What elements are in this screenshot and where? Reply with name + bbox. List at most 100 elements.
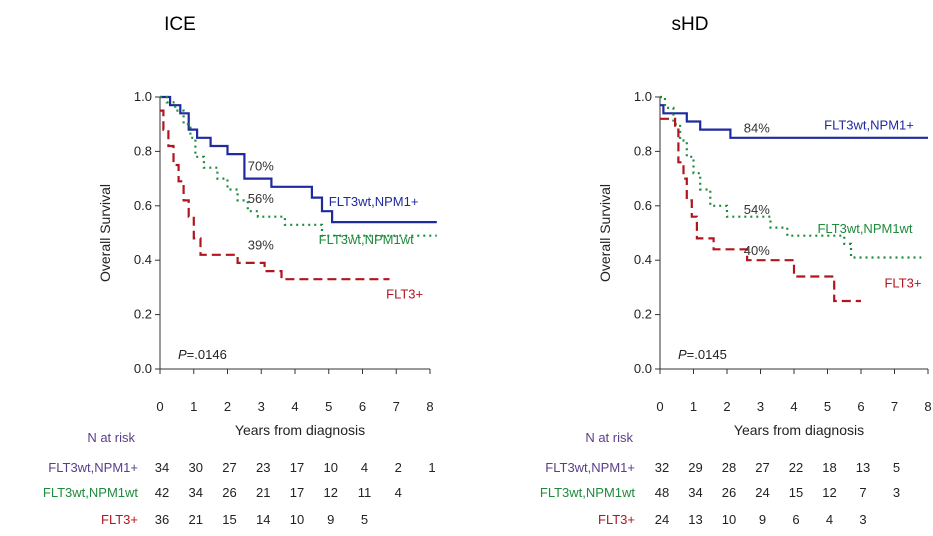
risk-table-heading: N at risk [87, 430, 135, 445]
y-tick-label: 0.2 [634, 307, 652, 322]
y-tick-label: 0.8 [134, 143, 152, 158]
x-tick-label: 5 [325, 399, 332, 414]
risk-count: 5 [361, 512, 368, 527]
y-tick-label: 1.0 [634, 89, 652, 104]
x-tick-label: 6 [359, 399, 366, 414]
risk-count: 9 [327, 512, 334, 527]
risk-count: 5 [893, 460, 900, 475]
risk-count: 27 [755, 460, 769, 475]
chart-title: sHD [672, 14, 709, 35]
risk-count: 10 [324, 460, 338, 475]
risk-count: 24 [755, 485, 769, 500]
risk-count: 3 [893, 485, 900, 500]
x-tick-label: 4 [291, 399, 298, 414]
risk-count: 26 [722, 485, 736, 500]
risk-count: 17 [290, 460, 304, 475]
series-label: FLT3+ [884, 275, 921, 290]
x-tick-label: 7 [891, 399, 898, 414]
risk-count: 10 [722, 512, 736, 527]
risk-count: 1 [428, 460, 435, 475]
risk-count: 4 [826, 512, 833, 527]
x-tick-label: 2 [224, 399, 231, 414]
percent-annotation: 70% [248, 158, 274, 173]
risk-count: 9 [759, 512, 766, 527]
percent-annotation: 54% [744, 202, 770, 217]
y-tick-label: 0.6 [634, 198, 652, 213]
x-tick-label: 8 [924, 399, 931, 414]
percent-annotation: 39% [248, 237, 274, 252]
risk-count: 34 [189, 485, 203, 500]
y-tick-label: 0.2 [134, 307, 152, 322]
risk-count: 36 [155, 512, 169, 527]
risk-count: 12 [324, 485, 338, 500]
risk-count: 12 [822, 485, 836, 500]
risk-count: 3 [859, 512, 866, 527]
survival-curve-2 [660, 95, 922, 259]
risk-count: 11 [358, 485, 372, 500]
x-tick-label: 2 [723, 399, 730, 414]
risk-count: 21 [189, 512, 203, 527]
risk-count: 14 [256, 512, 270, 527]
survival-curve-3 [160, 109, 390, 281]
risk-count: 42 [155, 485, 169, 500]
series-label: FLT3wt,NPM1wt [319, 232, 414, 247]
survival-curve-3 [660, 117, 861, 303]
risk-count: 34 [688, 485, 702, 500]
risk-count: 4 [395, 485, 402, 500]
x-tick-label: 1 [190, 399, 197, 414]
series-label: FLT3+ [386, 286, 423, 301]
risk-count: 2 [395, 460, 402, 475]
risk-count: 13 [856, 460, 870, 475]
risk-row-label: FLT3wt,NPM1wt [540, 485, 635, 500]
series-label: FLT3wt,NPM1+ [824, 118, 914, 133]
p-value-letter: P [678, 347, 687, 362]
risk-count: 48 [655, 485, 669, 500]
y-tick-label: 1.0 [134, 89, 152, 104]
p-value-letter: P [178, 347, 187, 362]
survival-curve-2 [160, 95, 437, 237]
y-axis-label: Overall Survival [597, 184, 613, 282]
risk-count: 24 [655, 512, 669, 527]
risk-row-label: FLT3wt,NPM1+ [48, 460, 138, 475]
p-value-number: =.0145 [687, 347, 727, 362]
risk-count: 21 [256, 485, 270, 500]
x-tick-label: 3 [757, 399, 764, 414]
x-axis-label: Years from diagnosis [734, 422, 864, 438]
x-tick-label: 0 [156, 399, 163, 414]
x-tick-label: 1 [690, 399, 697, 414]
risk-count: 26 [222, 485, 236, 500]
risk-row-label: FLT3wt,NPM1+ [545, 460, 635, 475]
risk-count: 6 [792, 512, 799, 527]
x-tick-label: 6 [857, 399, 864, 414]
series-label: FLT3wt,NPM1wt [817, 221, 912, 236]
series-label: FLT3wt,NPM1+ [329, 194, 419, 209]
x-tick-label: 0 [656, 399, 663, 414]
x-tick-label: 3 [258, 399, 265, 414]
risk-count: 23 [256, 460, 270, 475]
risk-count: 17 [290, 485, 304, 500]
y-axis-label: Overall Survival [97, 184, 113, 282]
survival-curve-1 [160, 95, 437, 224]
risk-count: 34 [155, 460, 169, 475]
y-tick-label: 0.6 [134, 198, 152, 213]
risk-count: 28 [722, 460, 736, 475]
p-value-number: =.0146 [187, 347, 227, 362]
risk-count: 10 [290, 512, 304, 527]
percent-annotation: 40% [744, 243, 770, 258]
x-axis-label: Years from diagnosis [235, 422, 365, 438]
risk-count: 15 [222, 512, 236, 527]
risk-row-label: FLT3wt,NPM1wt [43, 485, 138, 500]
risk-table-heading: N at risk [585, 430, 633, 445]
risk-count: 22 [789, 460, 803, 475]
chart-title: ICE [164, 14, 196, 35]
x-tick-label: 8 [426, 399, 433, 414]
risk-row-label: FLT3+ [598, 512, 635, 527]
p-value: P=.0145 [678, 347, 727, 362]
risk-count: 15 [789, 485, 803, 500]
risk-count: 18 [822, 460, 836, 475]
percent-annotation: 84% [744, 120, 770, 135]
y-tick-label: 0.0 [134, 361, 152, 376]
